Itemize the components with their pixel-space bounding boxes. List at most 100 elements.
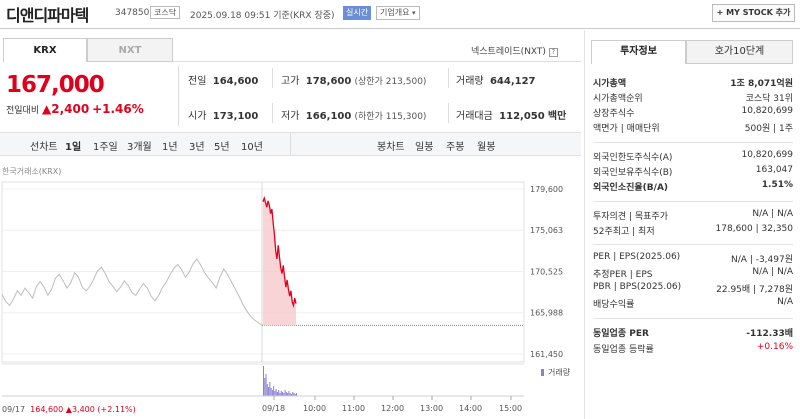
period-monthly-candle[interactable]: 월봉 [477, 142, 496, 153]
period-3years[interactable]: 3년 [189, 142, 205, 153]
invest-row-value: 10,820,699 [741, 150, 793, 160]
invest-row-value: 1.51% [761, 180, 793, 190]
invest-row-value: N/A [777, 297, 793, 307]
volume-bar [270, 388, 272, 396]
section-divider [593, 244, 793, 245]
volume-bar [266, 384, 268, 396]
volume-bar [283, 393, 285, 396]
volume-bar [296, 393, 297, 396]
help-icon[interactable]: ? [548, 48, 558, 57]
invest-row-value: +0.16% [756, 342, 793, 352]
company-name: 디앤디파마텍 [6, 6, 89, 25]
volume-bar [285, 392, 287, 396]
volume-bar [294, 394, 296, 396]
realtime-badge[interactable]: 실시간 [343, 6, 372, 20]
volume-bar [292, 392, 294, 396]
y-tick-label: 170,525 [530, 268, 563, 277]
section-divider [593, 201, 793, 202]
invest-row-label: 시가총액순위 [593, 94, 643, 104]
invest-row: 52주최고 | 최저 178,600 | 32,350 [593, 224, 793, 238]
volume: 거래량 644,127 [456, 76, 536, 87]
invest-row: 추정PER | EPS N/A | N/A [593, 267, 793, 281]
quote-divider [272, 68, 273, 88]
invest-row: 동일업종 PER -112.33배 [593, 326, 793, 340]
invest-row: 상장주식수 10,820,699 [593, 106, 793, 120]
x-tick-label: 14:00 [459, 404, 482, 413]
section-divider [593, 142, 793, 143]
invest-info-panel: 시가총액 1조 8,071억원 시가총액순위 코스닥 31위 상장주식수 10,820,6… [584, 0, 800, 419]
section-divider [593, 318, 793, 319]
invest-row-label: 배당수익률 [593, 300, 635, 310]
invest-row-value: N/A | N/A [752, 267, 793, 277]
invest-row: 외국인한도주식수(A) 10,820,699 [593, 150, 793, 164]
invest-row: 액면가 | 매매단위 500원 | 1주 [593, 121, 793, 135]
volume-bar [287, 393, 289, 396]
tab-baseline [173, 61, 581, 62]
period-weekly-candle[interactable]: 주봉 [446, 142, 465, 153]
x-tick-label: 11:00 [342, 404, 365, 413]
invest-row-label: 외국인소진율(B/A) [593, 183, 669, 193]
invest-row-value: -112.33배 [746, 329, 793, 339]
invest-row-value: 22.95배 | 7,278원 [716, 285, 793, 295]
period-5years[interactable]: 5년 [214, 142, 230, 153]
open-price: 시가 173,100 [188, 111, 259, 122]
period-10years[interactable]: 10년 [241, 142, 263, 153]
volume-bar [289, 393, 291, 396]
market-badge: 코스닥 [150, 6, 181, 19]
volume-label: 거래량 [548, 367, 571, 377]
quote-divider [272, 103, 273, 123]
stock-code: 347850 [115, 8, 150, 18]
period-1day[interactable]: 1일 [65, 142, 82, 153]
invest-row-label: 투자의견 | 목표주가 [593, 212, 668, 222]
period-3months[interactable]: 3개월 [127, 142, 152, 153]
invest-row-value: 163,047 [755, 165, 793, 175]
invest-row-label: 액면가 | 매매단위 [593, 124, 660, 134]
period-daily-candle[interactable]: 일봉 [415, 142, 434, 153]
low-price: 저가 166,100 (하한가 115,300) [281, 111, 427, 122]
header-divider [0, 28, 800, 29]
tab-orderbook-10[interactable]: 호가10단계 [686, 40, 793, 64]
tab-nxt[interactable]: NXT [87, 38, 173, 62]
invest-row: 동일업종 등락률 +0.16% [593, 342, 793, 356]
quote-divider [448, 68, 449, 88]
company-overview-dropdown[interactable]: 기업개요 ▾ [376, 6, 420, 20]
tab-invest-info[interactable]: 투자정보 [591, 40, 686, 64]
volume-bar [264, 378, 266, 396]
invest-row-label: 상장주식수 [593, 109, 635, 119]
candle-chart-label: 봉차트 [377, 142, 405, 153]
my-stock-add-button[interactable]: + MY STOCK 추가 [712, 4, 795, 22]
volume-bar [279, 393, 281, 396]
invest-row: 시가총액 1조 8,071억원 [593, 76, 793, 90]
volume-bar [276, 392, 278, 396]
volume-bar [282, 392, 284, 396]
tab-krx[interactable]: KRX [3, 38, 87, 62]
invest-row-label: 동일업종 PER [593, 329, 649, 339]
invest-row: PBR | BPS(2025.06) 22.95배 | 7,278원 [593, 282, 793, 296]
invest-row-value: 1조 8,071억원 [730, 79, 793, 89]
invest-row-label: PER | EPS(2025.06) [593, 252, 681, 262]
high-price: 고가 178,600 (상한가 213,500) [281, 76, 427, 87]
intraday-chart[interactable]: 179,600 175,063 170,525 165,988 161,450 거래량 09… [0, 160, 582, 419]
timestamp: 2025.09.18 09:51 기준(KRX 장중) [190, 11, 335, 21]
volume-bar [293, 393, 295, 396]
y-tick-label: 161,450 [530, 350, 563, 359]
invest-row: 투자의견 | 목표주가 N/A | N/A [593, 209, 793, 223]
quote-divider [448, 103, 449, 123]
y-tick-label: 165,988 [530, 309, 563, 318]
invest-row: 시가총액순위 코스닥 31위 [593, 91, 793, 105]
period-1week[interactable]: 1주일 [93, 142, 118, 153]
line-chart-label: 선차트 [30, 142, 58, 153]
volume-bar [275, 389, 277, 396]
volume-bar [263, 366, 264, 396]
invest-row-label: 52주최고 | 최저 [593, 227, 655, 237]
x-tick-label: 10:00 [303, 404, 326, 413]
y-tick-label: 179,600 [530, 185, 563, 194]
volume-bar [271, 390, 273, 396]
volume-bar [290, 394, 292, 396]
x-tick-label: 09/18 [262, 404, 285, 413]
volume-bar [274, 391, 276, 396]
chevron-down-icon: ▾ [412, 9, 416, 17]
volume-bar [288, 391, 290, 396]
volume-bar [278, 390, 280, 396]
period-1year[interactable]: 1년 [162, 142, 178, 153]
